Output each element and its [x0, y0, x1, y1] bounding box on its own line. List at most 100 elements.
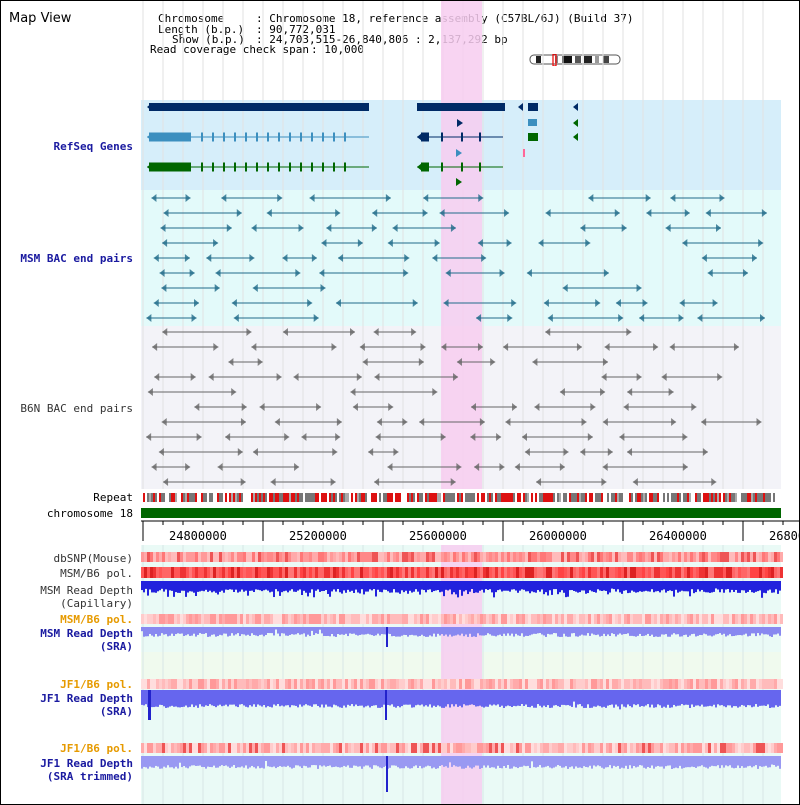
- repeat-block: [439, 493, 441, 502]
- jf1-depth-sra-bar: [667, 690, 669, 705]
- jf1-b6-pol-cell: [540, 679, 543, 689]
- msm-depth-cap-bar: [761, 581, 763, 598]
- dbsnp-cell: [159, 552, 162, 562]
- repeat-block: [615, 493, 617, 502]
- repeat-block: [207, 493, 209, 502]
- msm-depth-sra-bar: [685, 627, 687, 635]
- msm-depth-cap-bar: [347, 581, 349, 590]
- msm-b6-pol-2-cell: [645, 614, 648, 624]
- repeat-block: [495, 493, 497, 502]
- msm-b6-pol-cell: [393, 567, 396, 578]
- dbsnp-cell: [375, 552, 378, 562]
- jf1-b6-pol-2-cell: [669, 743, 672, 753]
- msm-b6-pol-cell: [402, 567, 405, 578]
- msm-b6-pol-cell: [576, 567, 579, 578]
- jf1-b6-pol-cell: [528, 679, 531, 689]
- jf1-depth-trim-bar: [395, 756, 397, 766]
- jf1-b6-pol-cell: [537, 679, 540, 689]
- dbsnp-cell: [411, 552, 414, 562]
- msm-b6-pol-2-cell: [594, 614, 597, 624]
- chromosome-ideogram[interactable]: [529, 54, 623, 66]
- msm-b6-pol-cell: [657, 567, 660, 578]
- repeat-block: [311, 493, 313, 502]
- dbsnp-cell: [651, 552, 654, 562]
- repeat-block: [301, 493, 303, 502]
- jf1-b6-pol-cell: [210, 679, 213, 689]
- b6n-bac-pair-end: [418, 358, 424, 366]
- dbsnp-cell: [195, 552, 198, 562]
- repeat-block: [419, 493, 421, 502]
- msm-depth-cap-bar: [645, 581, 647, 591]
- jf1-b6-pol-cell: [360, 679, 363, 689]
- msm-depth-sra-bar: [509, 627, 511, 636]
- jf1-depth-trim-bar: [617, 756, 619, 766]
- jf1-depth-sra-bar: [715, 690, 717, 708]
- repeat-block: [151, 493, 153, 502]
- jf1-depth-sra-bar: [723, 690, 725, 707]
- msm-b6-pol-2-cell: [351, 614, 354, 624]
- gene-arrow: [456, 178, 462, 186]
- jf1-b6-pol-2-cell: [237, 743, 240, 753]
- msm-depth-sra-bar: [737, 627, 739, 636]
- jf1-depth-sra-bar: [269, 690, 271, 707]
- repeat-block: [689, 493, 691, 502]
- jf1-b6-pol-cell: [417, 679, 420, 689]
- jf1-depth-sra-bar: [589, 690, 591, 708]
- chromosome-18-bar: [141, 508, 781, 518]
- jf1-b6-pol-2-cell: [714, 743, 717, 753]
- jf1-b6-pol-cell: [228, 679, 231, 689]
- jf1-depth-sra-bar: [393, 690, 395, 707]
- repeat-block: [593, 493, 595, 502]
- msm-b6-pol-cell: [429, 567, 432, 578]
- msm-depth-cap-bar: [751, 581, 753, 593]
- msm-b6-pol-cell: [492, 567, 495, 578]
- msm-b6-pol-cell: [612, 567, 615, 578]
- msm-depth-cap-bar: [733, 581, 735, 592]
- jf1-depth-sra-bar: [607, 690, 609, 706]
- jf1-depth-sra-bar: [441, 690, 443, 708]
- jf1-depth-sra-bar: [245, 690, 247, 707]
- msm-b6-pol-2-cell: [420, 614, 423, 624]
- repeat-block: [167, 493, 169, 502]
- msm-b6-pol-2-cell: [663, 614, 666, 624]
- msm-depth-sra-bar: [709, 627, 711, 636]
- msm-depth-sra-bar: [643, 627, 645, 636]
- msm-depth-sra-bar: [157, 627, 159, 637]
- jf1-depth-trim-bar: [749, 756, 751, 766]
- repeat-block: [423, 493, 425, 502]
- jf1-depth-sra-bar: [203, 690, 205, 707]
- jf1-depth-sra-bar: [767, 690, 769, 705]
- jf1-depth-trim-bar: [737, 756, 739, 766]
- jf1-b6-pol-2-cell: [300, 743, 303, 753]
- msm-b6-pol-2-cell: [309, 614, 312, 624]
- dbsnp-cell: [360, 552, 363, 562]
- msm-depth-cap-bar: [533, 581, 535, 593]
- msm-depth-sra-bar: [715, 627, 717, 635]
- msm-depth-cap-bar: [165, 581, 167, 590]
- repeat-block: [299, 493, 301, 502]
- dbsnp-cell: [168, 552, 171, 562]
- msm-depth-sra-bar: [457, 627, 459, 635]
- msm-bac-pair-end: [547, 314, 553, 322]
- msm-b6-pol-cell: [525, 567, 528, 578]
- gene-exon: [311, 162, 313, 172]
- msm-depth-sra-bar: [773, 627, 775, 635]
- jf1-depth-trim-bar: [753, 756, 755, 767]
- b6n-bac-pair-end: [440, 433, 446, 441]
- dbsnp-cell: [537, 552, 540, 562]
- jf1-b6-pol-2-cell: [228, 743, 231, 753]
- msm-depth-sra-bar: [701, 627, 703, 636]
- jf1-depth-trim-bar: [241, 756, 243, 767]
- msm-bac-pair-end: [213, 239, 219, 247]
- jf1-depth-trim-bar: [363, 756, 365, 767]
- b6n-bac-pair-end: [534, 403, 540, 411]
- msm-depth-sra-bar: [753, 627, 755, 634]
- jf1-b6-pol-cell: [339, 679, 342, 689]
- jf1-b6-pol-2-cell: [738, 743, 741, 753]
- msm-depth-cap-bar: [527, 581, 529, 592]
- msm-b6-pol-cell: [435, 567, 438, 578]
- msm-b6-pol-cell: [567, 567, 570, 578]
- msm-depth-sra-bar: [271, 627, 273, 634]
- msm-b6-pol-2-cell: [612, 614, 615, 624]
